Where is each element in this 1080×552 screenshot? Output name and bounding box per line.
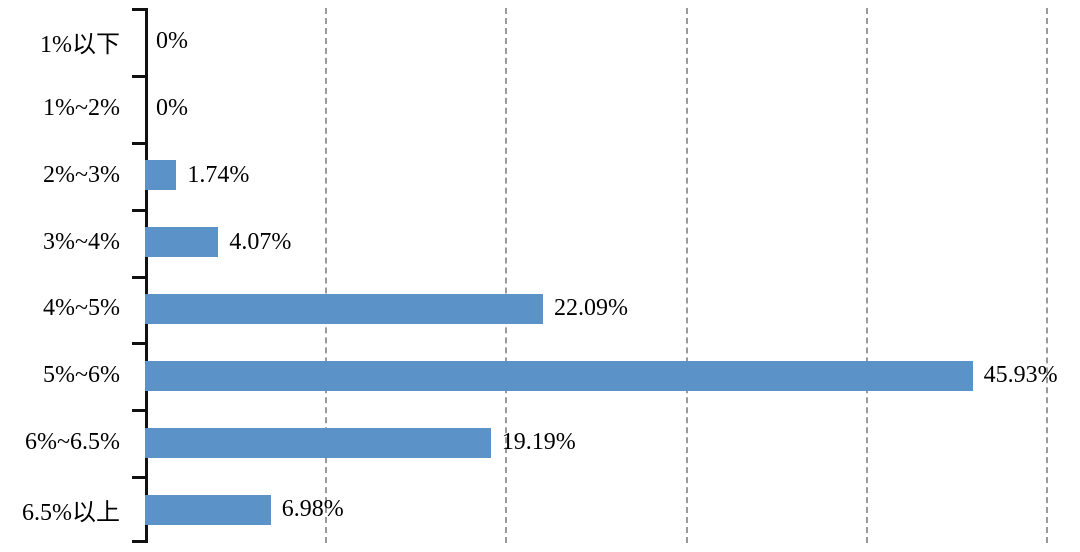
axis-tick bbox=[132, 276, 146, 279]
value-label: 6.98% bbox=[281, 496, 344, 523]
category-label: 4%~5% bbox=[43, 295, 120, 322]
bar bbox=[145, 293, 544, 324]
bar bbox=[145, 494, 271, 525]
category-label: 1%~2% bbox=[43, 94, 120, 121]
category-label: 6%~6.5% bbox=[25, 429, 120, 456]
gridline bbox=[865, 8, 868, 543]
bar bbox=[145, 360, 973, 391]
plot-area: 0% 0% 1.74% 4.07% 22.09% 45.93% 19.19% 6.98% bbox=[132, 8, 1058, 543]
value-label: 0% bbox=[156, 94, 188, 121]
category-label: 2%~3% bbox=[43, 161, 120, 188]
y-axis-line bbox=[145, 8, 148, 543]
value-label: 45.93% bbox=[983, 362, 1058, 389]
axis-tick bbox=[132, 540, 146, 543]
gridline bbox=[1046, 8, 1048, 543]
gridline bbox=[685, 8, 688, 543]
category-axis: 1%以下 1%~2% 2%~3% 3%~4% 4%~5% 5%~6% 6%~6.5% 6.5%… bbox=[0, 8, 130, 543]
value-label: 1.74% bbox=[187, 161, 250, 188]
category-label: 6.5%以上 bbox=[22, 500, 120, 527]
axis-tick bbox=[132, 342, 146, 345]
category-label: 1%以下 bbox=[40, 31, 120, 58]
bar bbox=[145, 427, 491, 458]
axis-tick bbox=[132, 476, 146, 479]
category-label: 3%~4% bbox=[43, 228, 120, 255]
axis-tick bbox=[132, 75, 146, 78]
axis-tick bbox=[132, 142, 146, 145]
category-label: 5%~6% bbox=[43, 362, 120, 389]
value-label: 0% bbox=[156, 27, 188, 54]
value-label: 19.19% bbox=[501, 429, 576, 456]
value-label: 4.07% bbox=[229, 228, 292, 255]
gridline bbox=[325, 8, 328, 543]
value-label: 22.09% bbox=[554, 295, 629, 322]
gridline bbox=[505, 8, 508, 543]
axis-tick bbox=[132, 209, 146, 212]
axis-tick bbox=[132, 409, 146, 412]
bar bbox=[145, 227, 219, 258]
bar bbox=[145, 160, 177, 191]
axis-tick bbox=[132, 8, 146, 11]
